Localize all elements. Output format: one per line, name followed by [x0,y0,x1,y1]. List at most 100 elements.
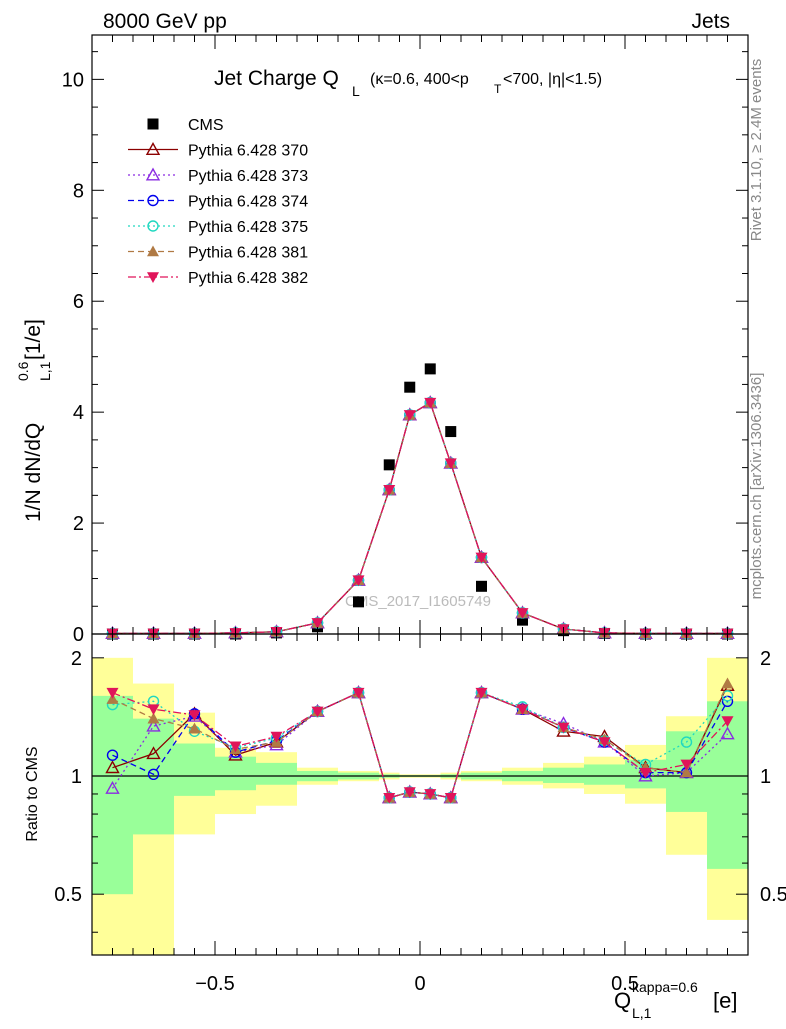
ratio-point-p381 [721,677,734,689]
band-inner-bin [92,695,133,895]
point-data [517,614,528,626]
ratio-point-p382 [188,710,201,722]
ratio-point-p381 [188,722,201,734]
ratio-point-p382 [639,767,652,779]
energy-label: 8000 GeV pp [103,10,227,33]
point-data [476,580,487,592]
title-main: Jet Charge Q [214,67,339,90]
series-line-p382 [112,401,728,635]
ratio-point-p382 [311,706,324,718]
ratio-point-p382 [721,716,734,728]
ratio-point-p370 [105,760,120,774]
legend-label: Pythia 6.428 373 [188,168,308,185]
ratio-series-p381 [106,677,734,803]
ratio-point-p382 [403,787,416,799]
series-p382 [106,397,734,640]
ratio-xtick-label: −0.5 [195,973,234,995]
legend-label: Pythia 6.428 374 [188,194,308,211]
legend-marker [147,220,159,232]
ratio-point-p382 [516,704,529,716]
legend-label: Pythia 6.428 370 [188,143,308,160]
ratio-point-p375 [680,736,693,748]
title-cuts: (κ=0.6, 400<p [370,71,469,88]
ratio-series-group [105,677,735,804]
ratio-point-p382 [229,741,242,753]
ratio-ytick-label: 2 [71,648,82,670]
legend-marker [145,142,161,156]
band-inner-bin [215,756,256,791]
legend-item-data: CMS [147,117,224,134]
ratio-point-p373 [638,768,653,782]
ratio-point-p382 [475,687,488,699]
ratio-point-p382 [383,793,396,804]
legend-marker [147,194,159,207]
title-sub: L [352,83,360,99]
main-title: Jet Charge Q L (κ=0.6, 400<p T <700, |η|… [214,67,602,99]
point-p382 [424,397,437,409]
main-ytick-label: 4 [73,402,84,424]
title-cuts-end: <700, |η|<1.5) [503,71,602,88]
ratio-uncertainty-bands [92,657,748,955]
ratio-point-p370 [228,747,243,761]
ylabel-sub: L,1 [37,361,53,381]
ratio-ylabel: Ratio to CMS [24,746,41,841]
category-label: Jets [691,10,730,33]
ratio-point-p373 [146,718,161,732]
ratio-ytick-label-right: 0.5 [760,884,786,906]
ratio-ytick-label-right: 1 [760,766,771,788]
legend-item-p375: Pythia 6.428 375 [128,219,308,236]
legend: CMS Pythia 6.428 370 Pythia 6.428 373 Pythi… [128,117,308,287]
rivet-label: Rivet 3.1.10, ≥ 2.4M events [748,59,765,242]
point-p382 [352,575,365,587]
ratio-point-p373 [105,780,120,794]
point-p382 [403,410,416,421]
ratio-point-p382 [444,793,457,804]
ratio-point-p382 [106,687,119,699]
ratio-point-p370 [146,746,161,760]
xlabel-text: Q [614,988,631,1013]
main-ylabel: 1/N dN/dQ 0.6 L,1 [1/e] [15,319,53,522]
ratio-line-p381 [112,683,729,799]
ratio-point-p382 [147,704,160,716]
point-data [424,363,436,375]
main-ytick-label: 10 [62,69,84,91]
point-data [383,459,395,471]
legend-item-p370: Pythia 6.428 370 [128,142,308,160]
legend-item-p373: Pythia 6.428 373 [128,167,308,185]
point-data [404,381,416,393]
xlabel-sub: L,1 [632,1005,652,1021]
xlabel-sup: kappa=0.6 [632,979,698,995]
ratio-point-p374 [147,768,160,781]
xlabel-unit: [e] [713,988,737,1013]
ratio-ytick-label-right: 2 [760,648,771,670]
watermark: CMS_2017_I1605749 [345,593,491,610]
ratio-xtick-label: 0.5 [611,973,639,995]
legend-label: CMS [188,117,224,134]
point-p382 [444,458,457,470]
ratio-point-p382 [557,722,570,734]
main-ytick-label: 0 [73,624,84,646]
point-p382 [311,618,324,629]
band-inner-bin [174,743,215,796]
ratio-point-p382 [598,737,611,749]
ratio-point-p374 [106,749,119,761]
legend-label: Pythia 6.428 382 [188,270,308,287]
point-p382 [475,552,488,564]
ratio-point-p373 [720,726,735,740]
legend-label: Pythia 6.428 381 [188,245,308,262]
legend-marker [147,272,159,283]
ratio-point-p382 [680,759,693,771]
ylabel-text: 1/N dN/dQ [22,423,45,522]
main-ytick-label: 8 [73,180,84,202]
ratio-point-p382 [270,731,283,743]
x-axis-label: Q kappa=0.6 L,1 [e] [614,979,737,1021]
mcplots-label: mcplots.cern.ch [arXiv:1306.3436] [748,373,765,600]
legend-item-p381: Pythia 6.428 381 [128,245,308,262]
legend-marker [145,167,161,181]
point-data [445,426,457,438]
band-inner-bin [584,764,625,785]
ratio-point-p381 [680,766,693,778]
ratio-point-p382 [424,789,437,800]
